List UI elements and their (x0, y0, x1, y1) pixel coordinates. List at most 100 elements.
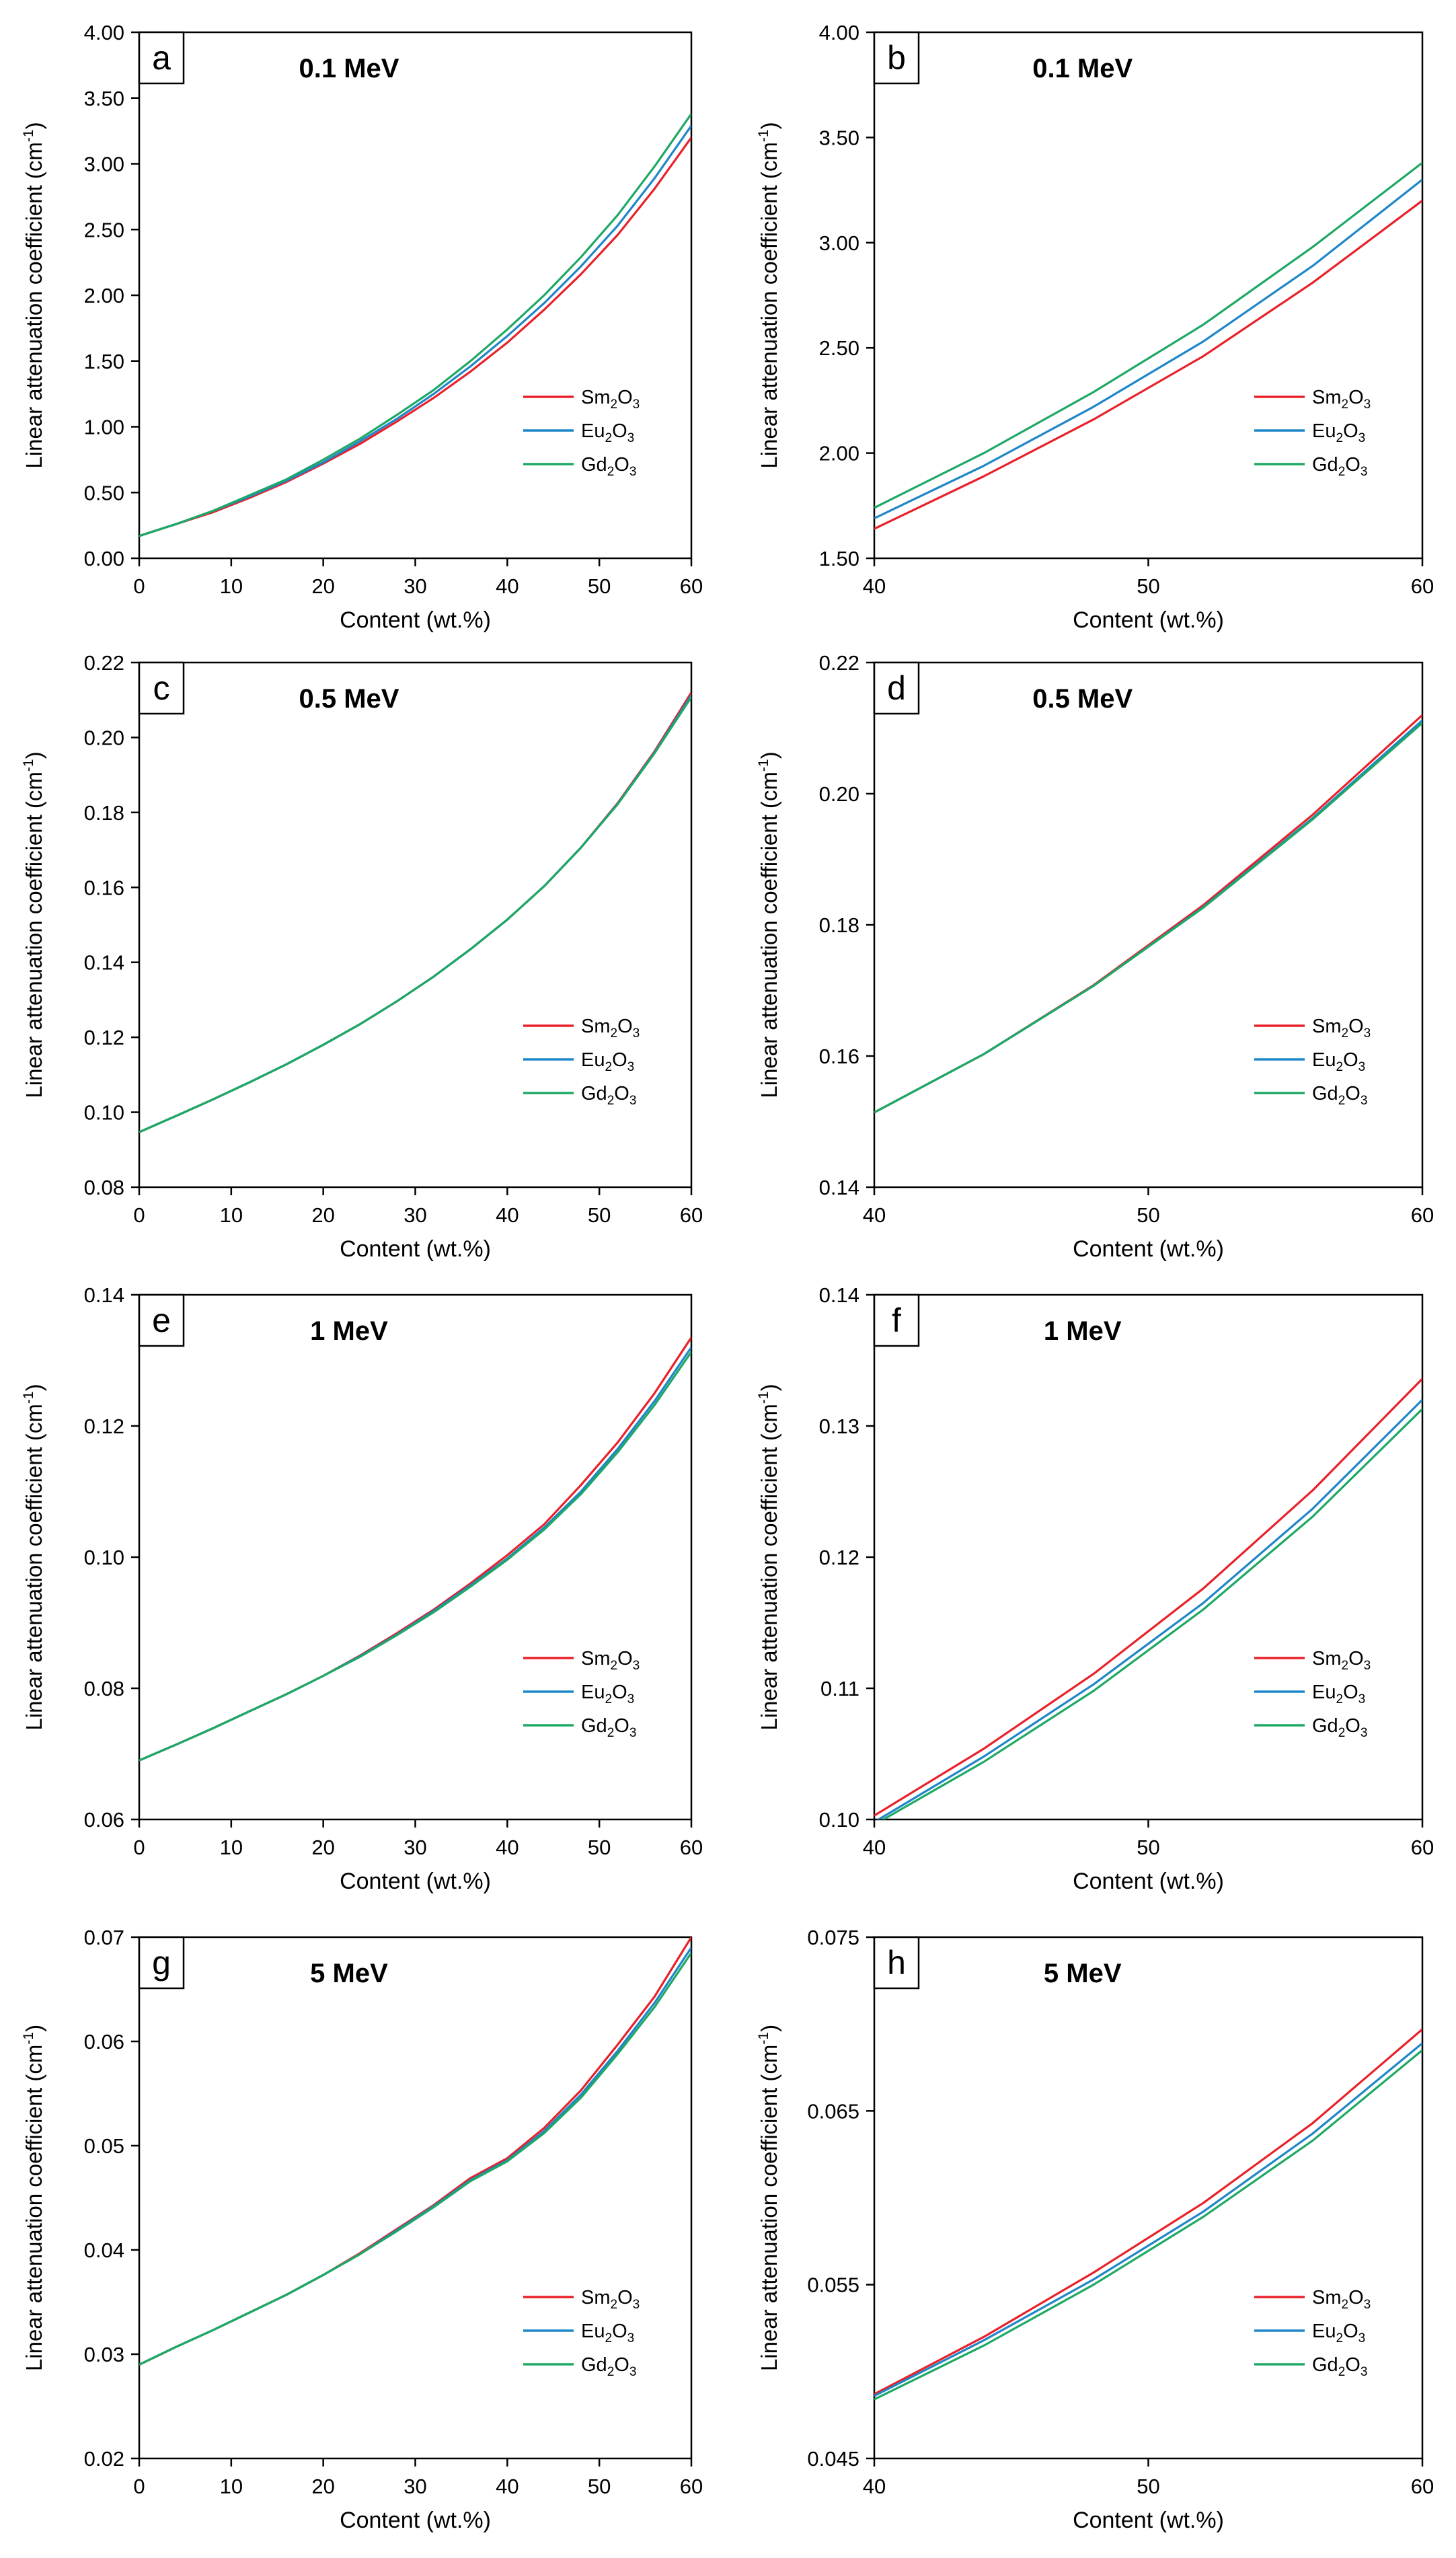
series-lines (874, 714, 1422, 1114)
x-tick-label: 40 (863, 1836, 886, 1859)
panel-title: 0.5 MeV (1032, 684, 1133, 714)
panel-letter: b (887, 39, 906, 77)
panel-title: 1 MeV (310, 1316, 388, 1346)
legend-label-eu2o3: Eu2O3 (581, 1049, 634, 1074)
y-tick-label: 0.055 (807, 2273, 859, 2297)
legend-label-eu2o3: Eu2O3 (1312, 1682, 1365, 1706)
x-axis-label: Content (wt.%) (340, 1869, 491, 1894)
y-tick-label: 0.14 (84, 951, 124, 975)
x-tick-label: 30 (404, 2475, 426, 2498)
x-tick-label: 20 (311, 1203, 334, 1227)
y-tick-label: 0.08 (84, 1677, 124, 1700)
series-line-eu2o3 (874, 719, 1422, 1114)
y-tick-label: 4.00 (84, 21, 124, 44)
chart-panel-g: 0.02 0.03 0.04 0.05 0.06 0.07 0 10 20 30 40 50 60 Con… (21, 1926, 703, 2533)
y-tick-label: 0.10 (84, 1101, 124, 1125)
x-tick-label: 10 (220, 2475, 243, 2498)
series-line-gd2o3 (139, 113, 691, 537)
legend-label-sm2o3: Sm2O3 (1312, 387, 1371, 412)
legend-label-eu2o3: Eu2O3 (581, 420, 634, 445)
series-line-sm2o3 (874, 1378, 1422, 1817)
x-tick-label: 50 (1137, 2475, 1159, 2498)
panel-title: 0.1 MeV (299, 54, 399, 83)
series-lines (874, 1378, 1422, 1819)
panel-letter-box (138, 31, 185, 85)
panel-letter: e (152, 1302, 171, 1339)
panel-letter-box (873, 1936, 920, 1990)
series-line-eu2o3 (876, 1398, 1422, 1819)
y-tick-label: 0.16 (84, 876, 124, 899)
panel-letter: f (892, 1302, 901, 1339)
y-axis-label: Linear attenuation coefficient (cm-1) (21, 2025, 46, 2371)
y-tick-label: 0.075 (807, 1926, 859, 1949)
legend-label-eu2o3: Eu2O3 (1312, 420, 1365, 445)
panel-letter-box (873, 661, 920, 715)
x-tick-label: 0 (133, 2475, 145, 2498)
y-tick-label: 0.05 (84, 2134, 124, 2158)
y-tick-label: 1.00 (84, 416, 124, 439)
panel-letter: a (152, 39, 171, 77)
y-tick-label: 0.045 (807, 2447, 859, 2471)
legend-label-gd2o3: Gd2O3 (581, 1715, 636, 1740)
panel-title: 5 MeV (310, 1959, 388, 1988)
plot-frame (138, 1293, 693, 1821)
x-tick-label: 0 (133, 1836, 145, 1859)
legend-label-gd2o3: Gd2O3 (581, 454, 636, 479)
series-line-gd2o3 (139, 1351, 691, 1762)
panel-letter: h (887, 1944, 906, 1982)
x-tick-label: 60 (1411, 1836, 1434, 1859)
y-tick-label: 0.10 (819, 1808, 859, 1832)
plot-frame (873, 1293, 1424, 1821)
y-tick-label: 0.13 (819, 1415, 859, 1438)
plot-frame (873, 661, 1424, 1189)
x-tick-label: 50 (588, 2475, 611, 2498)
series-lines (139, 1337, 691, 1762)
x-tick-label: 20 (311, 1836, 334, 1859)
chart-panel-d: 0.14 0.16 0.18 0.20 0.22 40 50 60 Content (wt.%)… (756, 651, 1434, 1262)
panel-title: 1 MeV (1044, 1316, 1122, 1346)
legend-label-eu2o3: Eu2O3 (581, 2321, 634, 2345)
series-lines (874, 2028, 1422, 2401)
x-tick-label: 40 (863, 1203, 886, 1227)
x-tick-label: 50 (588, 1203, 611, 1227)
legend-label-gd2o3: Gd2O3 (581, 2354, 636, 2379)
chart-panel-a: 0.00 0.50 1.00 1.50 2.00 2.50 3.00 3.50 4.00 0 10 2… (21, 21, 703, 633)
y-tick-label: 0.06 (84, 2030, 124, 2054)
series-line-sm2o3 (139, 137, 691, 537)
x-tick-label: 10 (220, 1203, 243, 1227)
x-tick-label: 40 (496, 1203, 519, 1227)
y-tick-label: 3.00 (819, 231, 859, 255)
y-tick-label: 1.50 (84, 350, 124, 373)
legend-label-sm2o3: Sm2O3 (1312, 1016, 1371, 1041)
x-tick-label: 40 (496, 1836, 519, 1859)
y-tick-label: 0.16 (819, 1045, 859, 1068)
series-line-gd2o3 (874, 722, 1422, 1114)
plot-frame (138, 661, 693, 1189)
x-axis-label: Content (wt.%) (340, 1236, 491, 1262)
y-axis-label: Linear attenuation coefficient (cm-1) (21, 122, 46, 468)
y-tick-label: 0.03 (84, 2343, 124, 2366)
chart-panel-h: 0.045 0.055 0.065 0.075 40 50 60 Content (wt.%)… (756, 1926, 1434, 2533)
y-tick-label: 2.50 (819, 336, 859, 360)
y-axis-label: Linear attenuation coefficient (cm-1) (21, 751, 46, 1098)
x-tick-label: 40 (496, 2475, 519, 2498)
legend-label-sm2o3: Sm2O3 (581, 1016, 640, 1041)
y-tick-label: 0.14 (84, 1283, 124, 1307)
y-tick-label: 3.50 (819, 126, 859, 149)
series-lines (139, 1937, 691, 2366)
x-tick-label: 20 (311, 574, 334, 598)
x-tick-label: 60 (1411, 1203, 1434, 1227)
y-tick-label: 0.20 (84, 726, 124, 749)
series-line-gd2o3 (139, 1952, 691, 2366)
series-line-sm2o3 (874, 2028, 1422, 2395)
y-tick-label: 0.12 (84, 1415, 124, 1438)
y-tick-label: 0.22 (819, 651, 859, 675)
legend-label-gd2o3: Gd2O3 (1312, 454, 1367, 479)
y-axis-label: Linear attenuation coefficient (cm-1) (756, 751, 781, 1098)
x-tick-label: 50 (1137, 1203, 1159, 1227)
panel-letter-box (138, 661, 185, 715)
y-tick-label: 0.065 (807, 2099, 859, 2123)
chart-panel-e: 0.06 0.08 0.10 0.12 0.14 0 10 20 30 40 50 60 Content… (21, 1283, 703, 1894)
panel-title: 0.1 MeV (1032, 54, 1133, 83)
